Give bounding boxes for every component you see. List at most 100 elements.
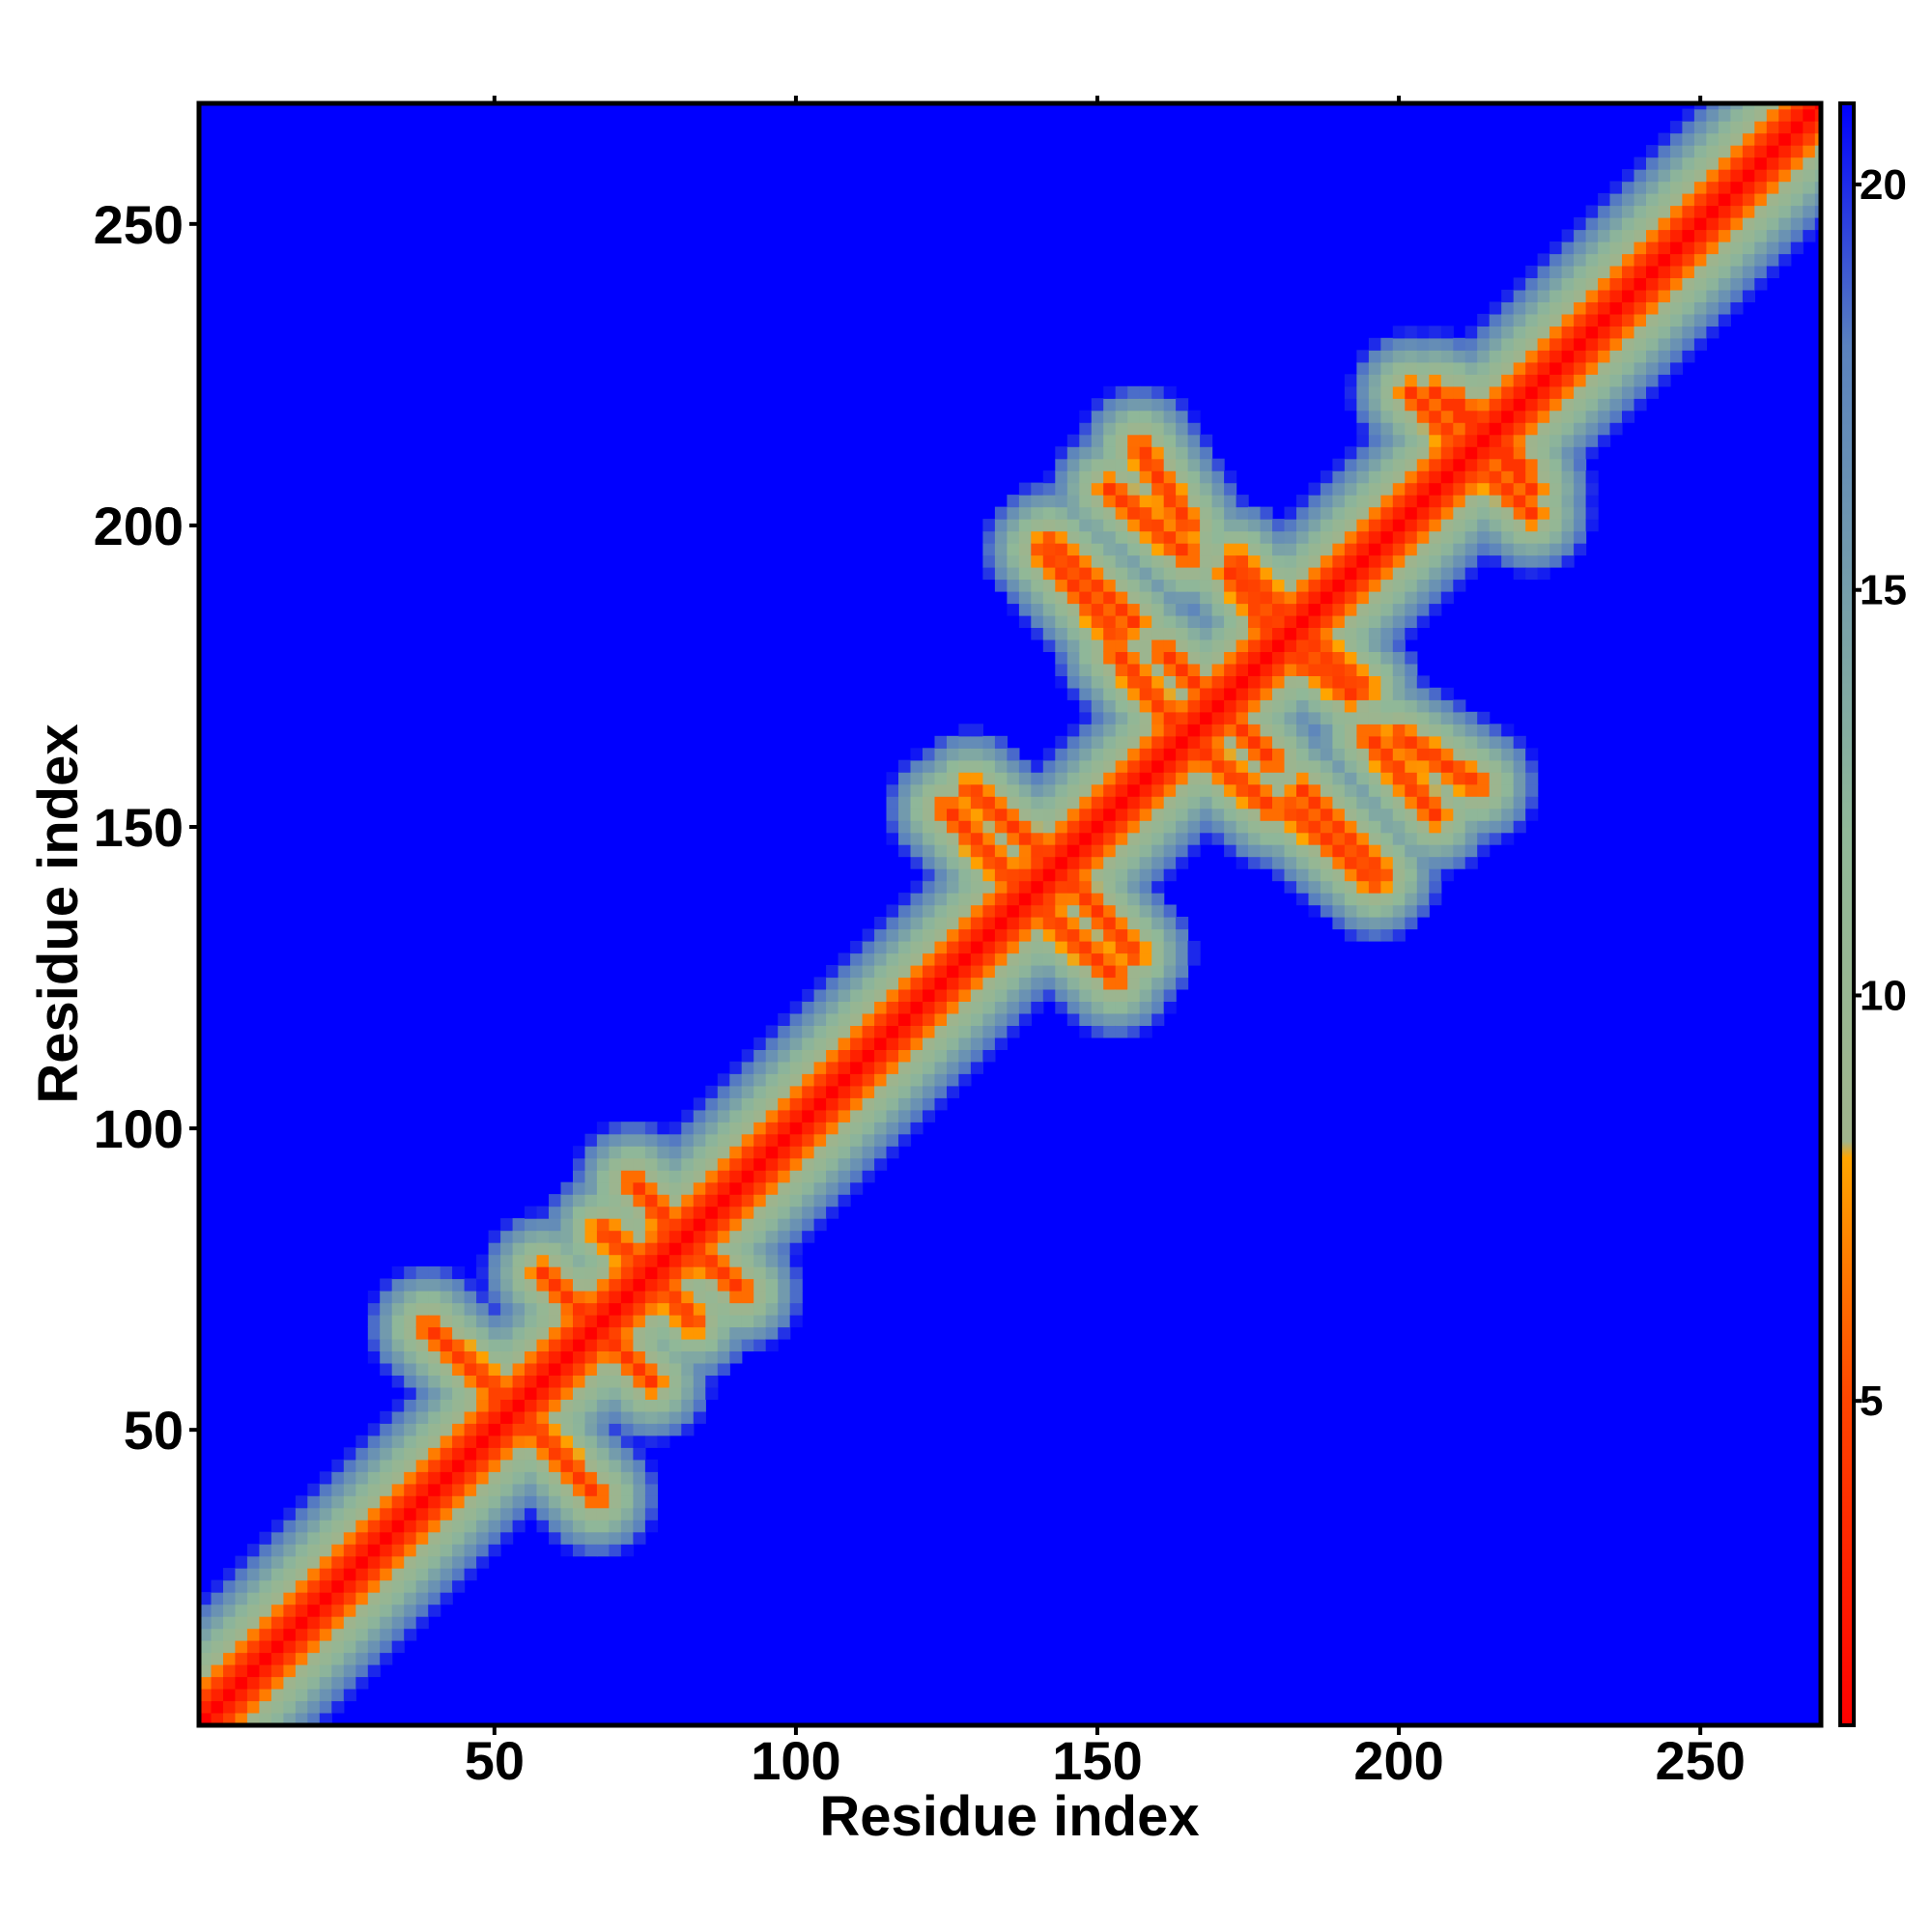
heatmap-cell bbox=[1392, 820, 1406, 834]
heatmap-cell bbox=[705, 1375, 719, 1388]
heatmap-cell bbox=[934, 772, 948, 785]
heatmap-cell bbox=[1200, 591, 1213, 605]
heatmap-cell bbox=[947, 1037, 960, 1050]
heatmap-cell bbox=[223, 1604, 237, 1617]
heatmap-cell bbox=[391, 1555, 405, 1569]
heatmap-cell bbox=[1658, 217, 1671, 231]
heatmap-cell bbox=[1103, 663, 1117, 676]
heatmap-cell bbox=[295, 1520, 308, 1533]
heatmap-cell bbox=[717, 1350, 730, 1364]
heatmap-cell bbox=[404, 1507, 417, 1520]
heatmap-cell bbox=[778, 1061, 791, 1074]
heatmap-cell bbox=[391, 1435, 405, 1448]
heatmap-cell bbox=[970, 1001, 983, 1014]
heatmap-cell bbox=[1236, 506, 1249, 520]
heatmap-cell bbox=[1790, 108, 1804, 122]
heatmap-cell bbox=[1718, 169, 1731, 183]
heatmap-cell bbox=[1260, 820, 1273, 834]
heatmap-cell bbox=[584, 1146, 598, 1159]
heatmap-cell bbox=[1646, 265, 1660, 278]
heatmap-cell bbox=[464, 1291, 477, 1304]
heatmap-cell bbox=[1682, 301, 1695, 315]
heatmap-cell bbox=[1622, 229, 1635, 242]
heatmap-cell bbox=[235, 1712, 248, 1725]
heatmap-cell bbox=[1405, 554, 1418, 568]
heatmap-cell bbox=[319, 1689, 332, 1702]
heatmap-cell bbox=[1525, 748, 1539, 761]
heatmap-cell bbox=[1031, 928, 1044, 942]
heatmap-cell bbox=[536, 1291, 550, 1304]
heatmap-cell bbox=[838, 1025, 851, 1038]
heatmap-cell bbox=[476, 1350, 490, 1364]
heatmap-cell bbox=[1537, 530, 1550, 544]
heatmap-cell bbox=[1574, 458, 1587, 471]
heatmap-cell bbox=[573, 1483, 586, 1496]
heatmap-cell bbox=[1139, 614, 1152, 628]
heatmap-cell bbox=[1103, 868, 1117, 882]
heatmap-cell bbox=[1115, 735, 1128, 749]
heatmap-cell bbox=[693, 1350, 706, 1364]
heatmap-cell bbox=[1320, 796, 1333, 810]
heatmap-cell bbox=[934, 1025, 948, 1038]
heatmap-cell bbox=[1609, 385, 1623, 399]
heatmap-cell bbox=[1296, 506, 1310, 520]
heatmap-cell bbox=[1392, 687, 1406, 700]
heatmap-cell bbox=[862, 1073, 875, 1087]
heatmap-cell bbox=[1248, 856, 1262, 869]
heatmap-cell bbox=[620, 1483, 634, 1496]
heatmap-cell bbox=[1091, 651, 1104, 665]
heatmap-cell bbox=[1176, 506, 1189, 520]
heatmap-cell bbox=[1682, 145, 1695, 158]
heatmap-cell bbox=[1525, 470, 1539, 484]
heatmap-cell bbox=[1031, 543, 1044, 556]
heatmap-cell bbox=[970, 1061, 983, 1074]
heatmap-cell bbox=[850, 941, 864, 954]
heatmap-cell bbox=[1066, 735, 1080, 749]
heatmap-cell bbox=[1405, 651, 1418, 665]
heatmap-cell bbox=[982, 820, 996, 834]
heatmap-cell bbox=[428, 1507, 441, 1520]
heatmap-cell bbox=[1429, 567, 1442, 581]
heatmap-cell bbox=[705, 1230, 719, 1243]
heatmap-cell bbox=[1344, 603, 1357, 616]
heatmap-cell bbox=[1682, 132, 1695, 146]
heatmap-cell bbox=[681, 1170, 695, 1183]
heatmap-cell bbox=[1308, 579, 1321, 592]
heatmap-cell bbox=[1598, 422, 1611, 436]
heatmap-cell bbox=[488, 1242, 501, 1256]
heatmap-cell bbox=[1598, 301, 1611, 315]
heatmap-cell bbox=[644, 1218, 658, 1232]
heatmap-cell bbox=[1103, 519, 1117, 532]
heatmap-cell bbox=[741, 1302, 754, 1316]
heatmap-cell bbox=[765, 1302, 779, 1316]
heatmap-cell bbox=[1670, 132, 1684, 146]
heatmap-cell bbox=[307, 1616, 321, 1630]
heatmap-cell bbox=[1018, 567, 1032, 581]
heatmap-cell bbox=[947, 965, 960, 979]
heatmap-cell bbox=[295, 1568, 308, 1581]
heatmap-cell bbox=[1356, 361, 1370, 375]
colorbar-tick-label: 5 bbox=[1860, 1378, 1883, 1425]
heatmap-cell bbox=[404, 1544, 417, 1557]
heatmap-cell bbox=[1464, 543, 1478, 556]
heatmap-cell bbox=[1368, 458, 1381, 471]
heatmap-cell bbox=[717, 1278, 730, 1292]
heatmap-cell bbox=[1622, 410, 1635, 423]
heatmap-cell bbox=[1380, 470, 1394, 484]
heatmap-cell bbox=[802, 1194, 815, 1208]
heatmap-cell bbox=[813, 1194, 827, 1208]
heatmap-cell bbox=[1453, 506, 1466, 520]
heatmap-cell bbox=[512, 1230, 526, 1243]
heatmap-cell bbox=[415, 1616, 429, 1630]
heatmap-cell bbox=[1416, 579, 1430, 592]
heatmap-cell bbox=[295, 1640, 308, 1654]
heatmap-cell bbox=[1392, 663, 1406, 676]
heatmap-cell bbox=[753, 1291, 767, 1304]
heatmap-cell bbox=[380, 1592, 393, 1605]
heatmap-cell bbox=[644, 1291, 658, 1304]
heatmap-cell bbox=[549, 1362, 562, 1376]
heatmap-cell bbox=[741, 1278, 754, 1292]
heatmap-cell bbox=[1091, 567, 1104, 581]
heatmap-cell bbox=[741, 1170, 754, 1183]
heatmap-cell bbox=[1537, 253, 1550, 267]
